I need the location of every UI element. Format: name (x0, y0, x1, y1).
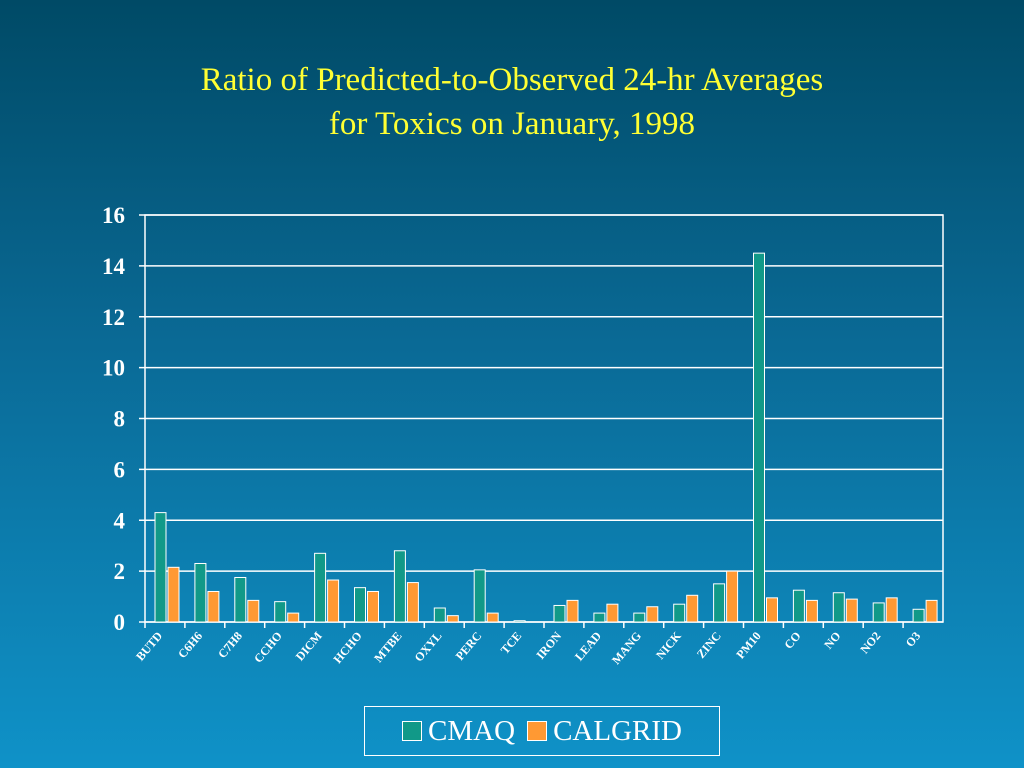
x-tick-label-zinc: ZINC (694, 629, 724, 661)
x-tick-label-hcho: HCHO (330, 629, 364, 666)
bar-calgrid-c6h6 (207, 590, 220, 623)
bar-cmaq-mtbe (393, 550, 406, 623)
bar-calgrid-butd (167, 566, 180, 623)
bar-calgrid-c7h8 (247, 599, 260, 623)
bar-calgrid-no (845, 598, 858, 623)
y-tick-label: 10 (102, 356, 125, 381)
legend-label-cmaq: CMAQ (428, 714, 516, 747)
bar-cmaq-o3 (912, 608, 925, 623)
x-tick-label-butd: BUTD (133, 629, 165, 664)
x-tick-label-tce: TCE (498, 629, 525, 657)
bar-calgrid-o3 (925, 599, 938, 623)
y-tick-label: 16 (102, 203, 125, 228)
bar-cmaq-no2 (872, 602, 885, 623)
bar-cmaq-lead (593, 612, 606, 623)
bar-cmaq-c6h6 (194, 562, 207, 623)
chart-title-line-1: Ratio of Predicted-to-Observed 24-hr Ave… (200, 62, 824, 98)
bar-calgrid-lead (606, 603, 619, 623)
bar-cmaq-no (832, 592, 845, 623)
y-tick-label: 4 (114, 508, 126, 533)
x-tick-label-lead: LEAD (572, 629, 604, 664)
y-tick-label: 14 (102, 254, 126, 279)
x-tick-label-mang: MANG (609, 629, 644, 667)
legend-swatch-cmaq (402, 721, 423, 741)
x-tick-label-c6h6: C6H6 (175, 629, 205, 661)
x-tick-label-c7h8: C7H8 (215, 629, 245, 661)
y-tick-label: 12 (102, 305, 125, 330)
bar-calgrid-perc (486, 612, 499, 623)
x-tick-label-ccho: CCHO (251, 629, 285, 666)
bar-cmaq-butd (154, 512, 167, 623)
bar-calgrid-pm10 (766, 597, 778, 623)
x-tick-label-mtbe: MTBE (371, 629, 404, 665)
x-tick-label-nick: NICK (653, 628, 684, 662)
bar-cmaq-ccho (274, 601, 287, 623)
bar-cmaq-dicm (314, 552, 327, 623)
x-tick-label-o3: O3 (903, 629, 924, 650)
legend-label-calgrid: CALGRID (553, 714, 682, 747)
bar-calgrid-oxyl (446, 615, 459, 623)
x-tick-label-co: CO (781, 629, 803, 652)
bar-cmaq-oxyl (433, 607, 446, 623)
bar-calgrid-dicm (327, 579, 340, 623)
bar-cmaq-tce (513, 620, 526, 623)
x-tick-label-pm10: PM10 (733, 629, 763, 661)
bar-calgrid-hcho (367, 590, 379, 623)
bar-calgrid-ccho (287, 612, 300, 623)
bar-calgrid-nick (686, 594, 699, 623)
legend-item-cmaq: CMAQ (402, 715, 515, 748)
bar-cmaq-pm10 (753, 252, 765, 623)
bar-calgrid-zinc (726, 570, 739, 623)
bar-calgrid-co (805, 599, 818, 623)
x-tick-label-oxyl: OXYL (412, 629, 445, 665)
x-tick-label-perc: PERC (453, 629, 485, 663)
y-tick-label: 6 (114, 457, 126, 482)
legend-swatch-calgrid (527, 721, 548, 741)
bar-cmaq-hcho (354, 587, 366, 623)
bar-cmaq-iron (553, 604, 566, 623)
bar-cmaq-co (792, 589, 805, 623)
bar-calgrid-iron (566, 599, 579, 623)
x-tick-label-iron: IRON (533, 629, 564, 662)
bar-cmaq-zinc (713, 583, 726, 623)
legend: CMAQ CALGRID (364, 706, 720, 756)
bar-calgrid-no2 (885, 597, 898, 623)
bar-cmaq-perc (473, 569, 486, 623)
y-tick-label: 2 (114, 559, 126, 584)
chart-title: Ratio of Predicted-to-Observed 24-hr Ave… (0, 58, 1024, 146)
x-tick-label-no: NO (821, 629, 843, 652)
bar-calgrid-mang (646, 606, 659, 623)
x-tick-label-no2: NO2 (857, 629, 883, 656)
bar-cmaq-mang (633, 612, 646, 623)
y-tick-label: 8 (114, 407, 126, 432)
bar-calgrid-mtbe (406, 582, 419, 623)
bar-cmaq-nick (673, 603, 686, 623)
bar-cmaq-c7h8 (234, 576, 247, 623)
x-tick-label-dicm: DICM (293, 629, 325, 664)
legend-item-calgrid: CALGRID (527, 715, 682, 748)
y-tick-label: 0 (114, 610, 126, 635)
chart-title-line-2: for Toxics on January, 1998 (328, 106, 696, 142)
